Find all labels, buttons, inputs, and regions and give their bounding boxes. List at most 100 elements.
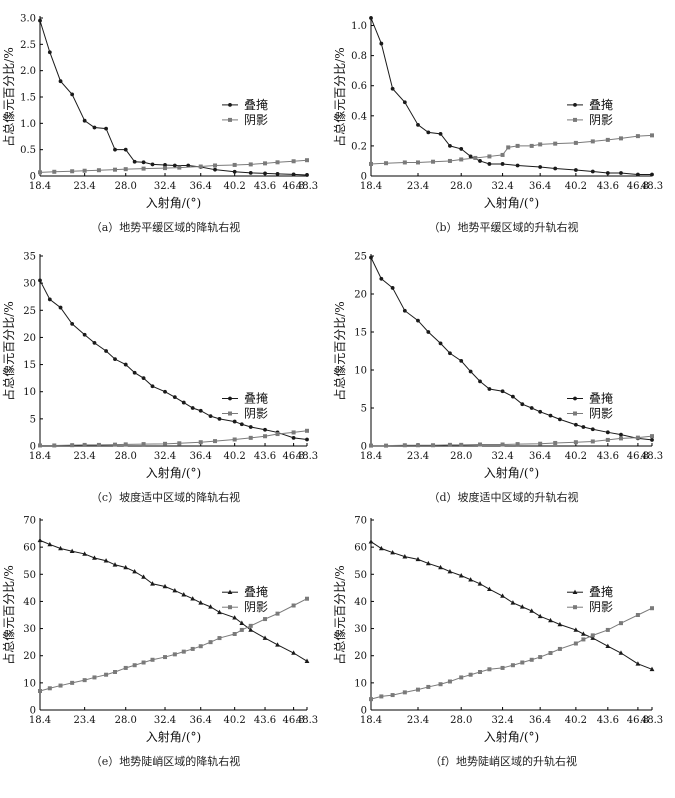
data-point [487, 586, 492, 592]
data-point [557, 646, 562, 651]
data-point [104, 349, 108, 353]
x-axis-label: 入射角/(°) [146, 729, 201, 744]
data-point [379, 41, 384, 46]
data-point [538, 441, 543, 446]
y-tick-label: 0.4 [351, 111, 367, 122]
y-tick-label: 0 [361, 706, 367, 717]
data-point [291, 430, 296, 435]
data-point [181, 592, 187, 597]
data-point [92, 555, 97, 560]
data-point [70, 443, 75, 448]
data-point [581, 637, 586, 642]
x-tick-label: 18.4 [29, 181, 51, 192]
data-point [123, 362, 128, 367]
data-point [448, 144, 452, 148]
data-point [38, 170, 42, 175]
data-point [447, 442, 452, 447]
legend-label: 叠掩 [244, 98, 268, 112]
y-tick-label: 1.0 [20, 119, 36, 130]
data-point [368, 539, 374, 544]
data-point [515, 442, 520, 447]
data-point [384, 443, 389, 448]
data-point [459, 358, 464, 363]
legend-label: 叠掩 [589, 98, 613, 112]
data-point [605, 437, 610, 442]
y-tick-label: 25 [354, 252, 367, 263]
x-tick-label: 32.4 [491, 181, 513, 192]
data-point [650, 434, 654, 439]
data-point [402, 308, 407, 313]
data-point [506, 145, 511, 150]
data-point [82, 442, 87, 447]
data-point [113, 357, 117, 362]
data-point [548, 617, 553, 623]
x-axis-label: 入射角/(°) [484, 729, 539, 744]
x-tick-label: 18.4 [29, 715, 51, 726]
data-point [369, 697, 373, 702]
x-tick-label: 18.4 [360, 451, 382, 462]
series-shadow [369, 606, 654, 702]
data-point [548, 651, 553, 655]
x-tick-label: 18.4 [360, 181, 382, 192]
data-point [305, 173, 309, 177]
data-point [500, 152, 505, 157]
data-point [198, 408, 203, 413]
data-point [38, 689, 42, 693]
x-tick-label: 18.4 [29, 451, 51, 462]
data-point [478, 442, 483, 447]
data-point [37, 537, 43, 543]
legend-label: 叠掩 [244, 585, 268, 599]
data-point [390, 86, 395, 91]
data-point [459, 675, 464, 680]
x-tick-label: 40.2 [224, 715, 246, 726]
data-point [248, 162, 253, 167]
x-tick-label: 36.4 [190, 181, 212, 192]
data-point [113, 167, 118, 172]
data-point [291, 172, 296, 177]
data-point [510, 600, 516, 605]
data-point [232, 169, 237, 174]
data-point [248, 435, 253, 440]
series-line [371, 435, 653, 447]
legend-label: 叠掩 [244, 392, 268, 406]
series-line [370, 134, 653, 165]
data-point [263, 434, 268, 439]
y-tick-label: 0 [361, 172, 367, 183]
data-point [520, 660, 525, 665]
data-point [228, 103, 232, 107]
data-point [208, 414, 213, 419]
chart-panel: 0 10 20 30 40 50 60 70 18.4 23.4 28.0 32.4 36.4 40.2 4… [1, 516, 318, 769]
chart-panel: 0 5 10 15 20 25 30 35 18.4 23.4 28.0 32.4 36.4 40.2 43… [1, 252, 318, 505]
data-point [227, 589, 233, 594]
data-point [275, 160, 280, 165]
x-tick-label: 43.6 [254, 451, 276, 462]
y-tick-label: 25 [23, 306, 36, 317]
x-tick-label: 46.8 [627, 451, 649, 462]
panel-caption: （f）地势陡峭区域的升轨右视 [430, 754, 577, 768]
data-point [447, 568, 453, 574]
y-tick-label: 3.0 [20, 14, 36, 25]
data-point [181, 649, 186, 654]
x-tick-label: 46.8 [627, 715, 649, 726]
y-tick-label: 70 [23, 516, 36, 527]
y-tick-label: 0 [30, 442, 36, 453]
legend-label: 阴影 [589, 407, 613, 421]
x-tick-label: 48.3 [641, 451, 663, 462]
data-point [553, 166, 558, 171]
series-shadow [38, 428, 309, 448]
legend-label: 阴影 [589, 600, 613, 614]
data-point [96, 442, 101, 447]
data-point [573, 627, 579, 632]
data-point [425, 560, 431, 566]
data-point [113, 442, 118, 447]
data-point [172, 395, 177, 400]
y-axis-label: 占总像元百分比/% [332, 565, 347, 664]
data-point [232, 632, 237, 636]
data-point [291, 159, 296, 164]
data-point [186, 163, 191, 168]
panel-caption: （b）地势平缓区域的升轨右视 [428, 220, 578, 234]
x-tick-label: 23.4 [74, 181, 96, 192]
data-point [190, 596, 196, 601]
data-point [92, 340, 97, 345]
y-tick-label: 15 [23, 360, 36, 371]
